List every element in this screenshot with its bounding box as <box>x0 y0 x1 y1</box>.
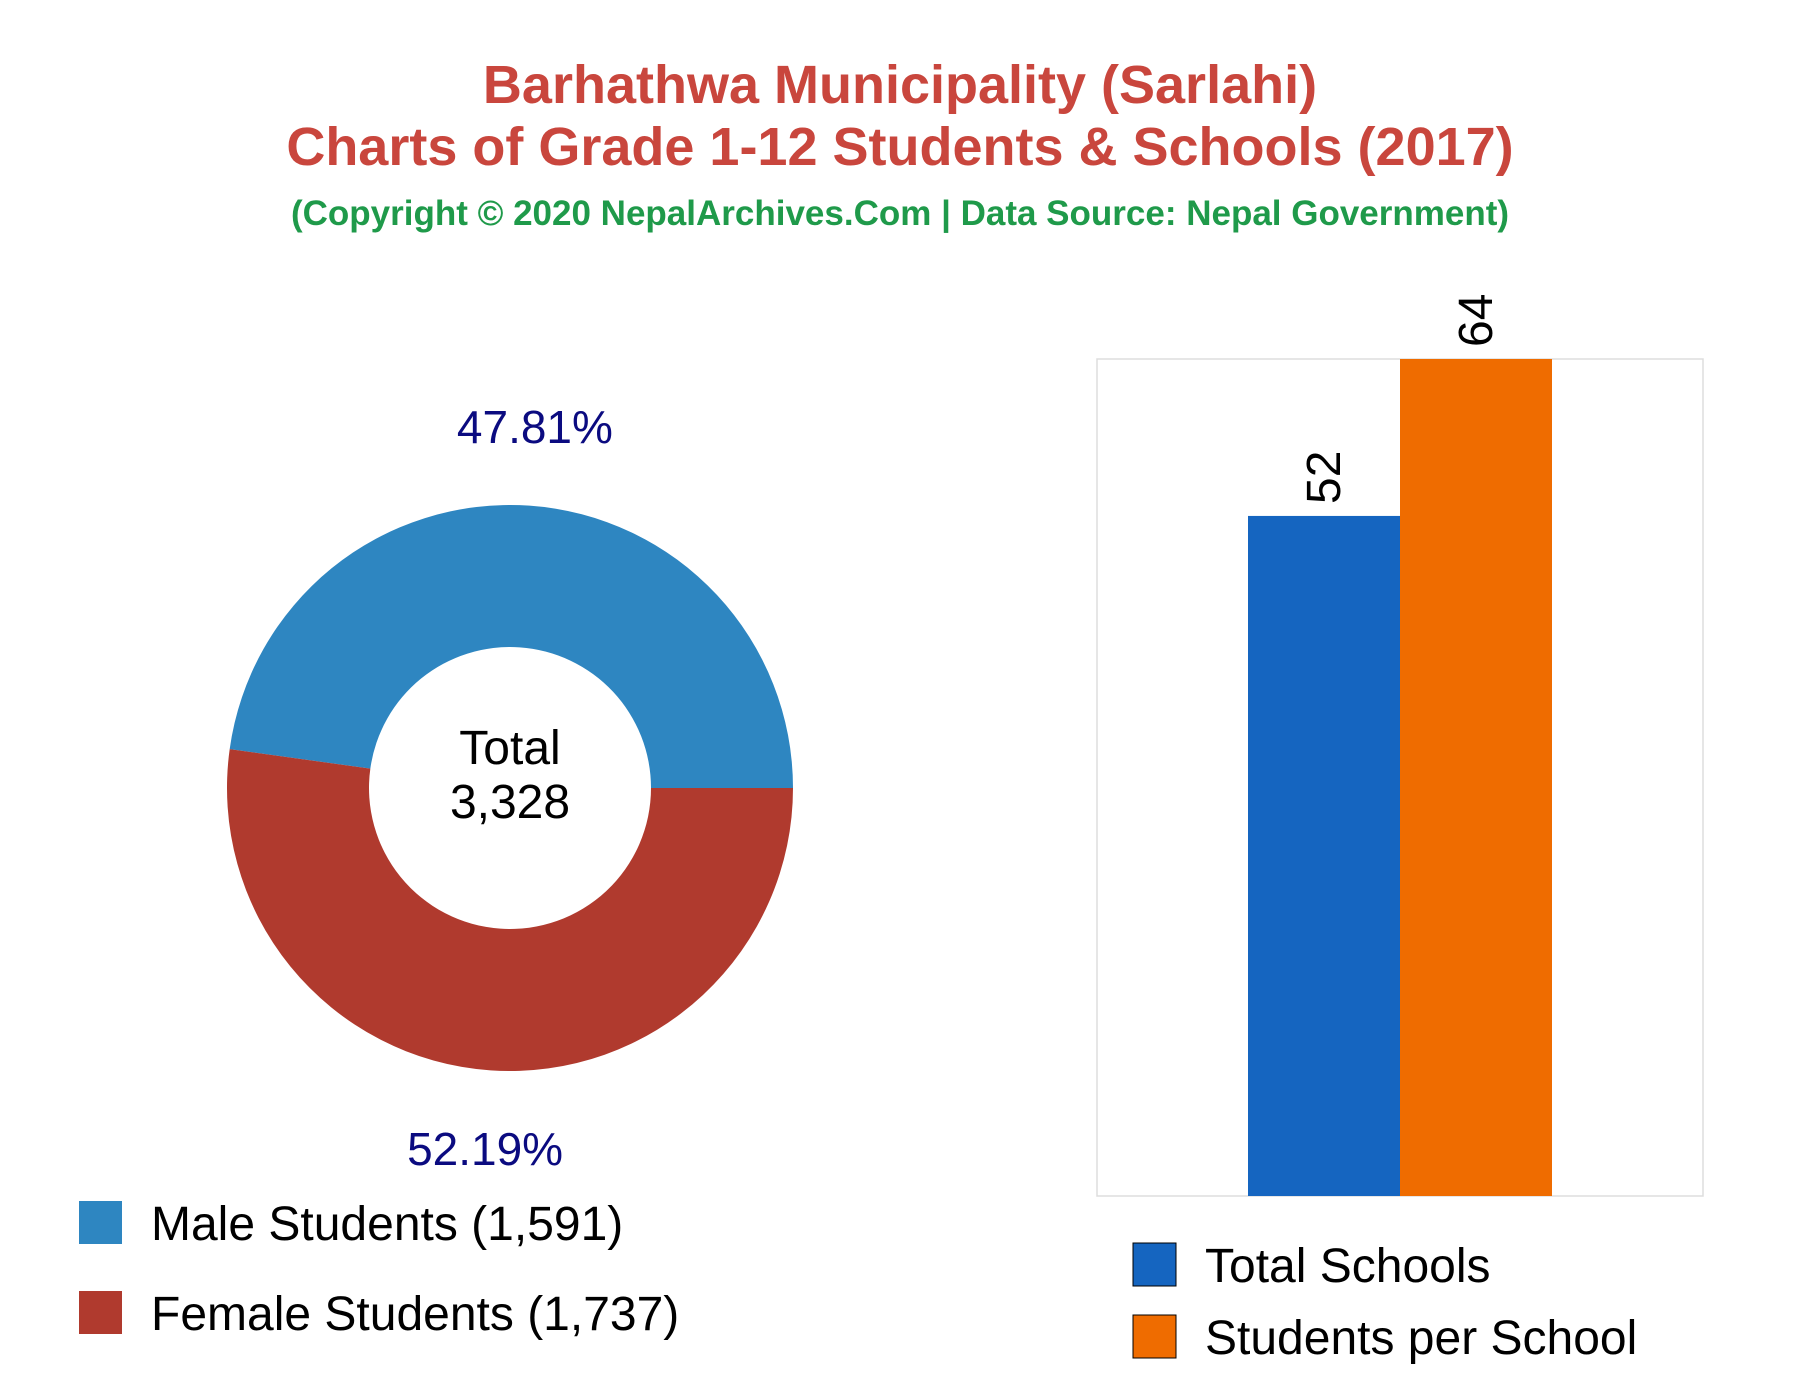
bar-students-per-school <box>1400 359 1552 1196</box>
legend-swatch-total-schools <box>1132 1242 1177 1287</box>
chart-title-line2: Charts of Grade 1-12 Students & Schools … <box>286 117 1514 177</box>
legend-label-total-schools: Total Schools <box>1205 1240 1491 1293</box>
legend-swatch-students-per-school <box>1132 1314 1177 1359</box>
legend-label-students-per-school: Students per School <box>1205 1312 1637 1365</box>
legend-label-male: Male Students (1,591) <box>151 1198 623 1251</box>
legend-label-female: Female Students (1,737) <box>151 1288 679 1341</box>
chart-subtitle: (Copyright © 2020 NepalArchives.Com | Da… <box>290 194 1510 233</box>
female-percent-label: 52.19% <box>407 1123 563 1175</box>
donut-slice-female <box>227 749 794 1071</box>
donut-legend: Male Students (1,591) Female Students (1… <box>79 1198 679 1341</box>
bar-total-schools <box>1248 515 1400 1196</box>
chart-title-line1: Barhathwa Municipality (Sarlahi) <box>482 55 1318 115</box>
bar-label-students-per-school: 64 <box>1450 294 1503 347</box>
bar-legend: Total Schools Students per School <box>1132 1240 1637 1365</box>
legend-swatch-male <box>79 1201 122 1244</box>
donut-center-value: 3,328 <box>450 776 570 829</box>
male-percent-label: 47.81% <box>457 401 613 453</box>
bar-chart: 52 64 <box>1096 294 1704 1197</box>
donut-chart: 47.81% 52.19% Total 3,328 <box>227 401 794 1175</box>
donut-center-label: Total <box>459 722 560 775</box>
donut-slice-male <box>229 504 793 788</box>
legend-swatch-female <box>79 1291 122 1334</box>
bar-label-total-schools: 52 <box>1298 451 1351 504</box>
